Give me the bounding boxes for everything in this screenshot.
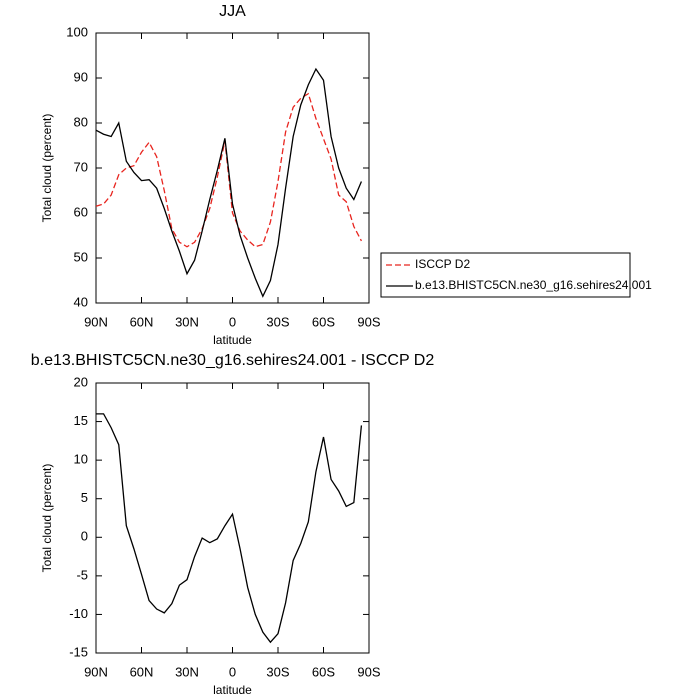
data-line (95, 92, 362, 248)
legend-label: ISCCP D2 (415, 257, 470, 271)
y-tick-label: 0 (81, 529, 88, 544)
legend-label: b.e13.BHISTC5CN.ne30_g16.sehires24.001 (415, 278, 652, 292)
y-tick-label: -5 (76, 567, 88, 582)
x-tick-label: 30S (266, 314, 289, 329)
legend: ISCCP D2 b.e13.BHISTC5CN.ne30_g16.sehires… (380, 252, 652, 298)
x-tick-label: 60S (312, 314, 335, 329)
chart-title: JJA (219, 3, 246, 20)
x-tick-label: 60S (312, 664, 335, 679)
y-tick-label: 5 (81, 490, 88, 505)
panel: JJA latitude Total cloud (percent) 40 50 60 70… (40, 3, 652, 347)
y-tick-label: 40 (74, 294, 88, 309)
x-tick-label: 30S (266, 664, 289, 679)
x-tick-label: 60N (130, 314, 154, 329)
y-tick-label: 10 (74, 452, 88, 467)
legend-box (380, 252, 631, 298)
y-tick-label: -15 (69, 644, 88, 659)
y-tick-label: -10 (69, 606, 88, 621)
plot-frame (95, 32, 370, 304)
panel: b.e13.BHISTC5CN.ne30_g16.sehires24.001 -… (31, 352, 435, 697)
y-tick-label: 80 (74, 114, 88, 129)
y-tick-label: 60 (74, 204, 88, 219)
y-tick-label: 20 (74, 374, 88, 389)
y-tick-label: 50 (74, 249, 88, 264)
x-tick-label: 60N (130, 664, 154, 679)
y-axis-label: Total cloud (percent) (40, 464, 54, 573)
x-axis-label: latitude (213, 333, 252, 347)
y-axis-label: Total cloud (percent) (40, 114, 54, 223)
x-tick-label: 0 (229, 664, 236, 679)
x-tick-label: 90N (84, 314, 108, 329)
y-tick-label: 70 (74, 159, 88, 174)
data-line (95, 67, 363, 298)
plot-frame (95, 382, 370, 654)
x-tick-label: 90S (357, 664, 380, 679)
x-axis-label: latitude (213, 683, 252, 697)
x-tick-label: 90S (357, 314, 380, 329)
data-line (96, 413, 363, 644)
chart-title: b.e13.BHISTC5CN.ne30_g16.sehires24.001 -… (31, 352, 435, 369)
y-tick-label: 100 (66, 24, 88, 39)
y-tick-label: 90 (74, 69, 88, 84)
x-tick-label: 0 (229, 314, 236, 329)
y-tick-label: 15 (74, 413, 88, 428)
x-tick-label: 90N (84, 664, 108, 679)
x-tick-label: 30N (175, 664, 199, 679)
x-tick-label: 30N (175, 314, 199, 329)
